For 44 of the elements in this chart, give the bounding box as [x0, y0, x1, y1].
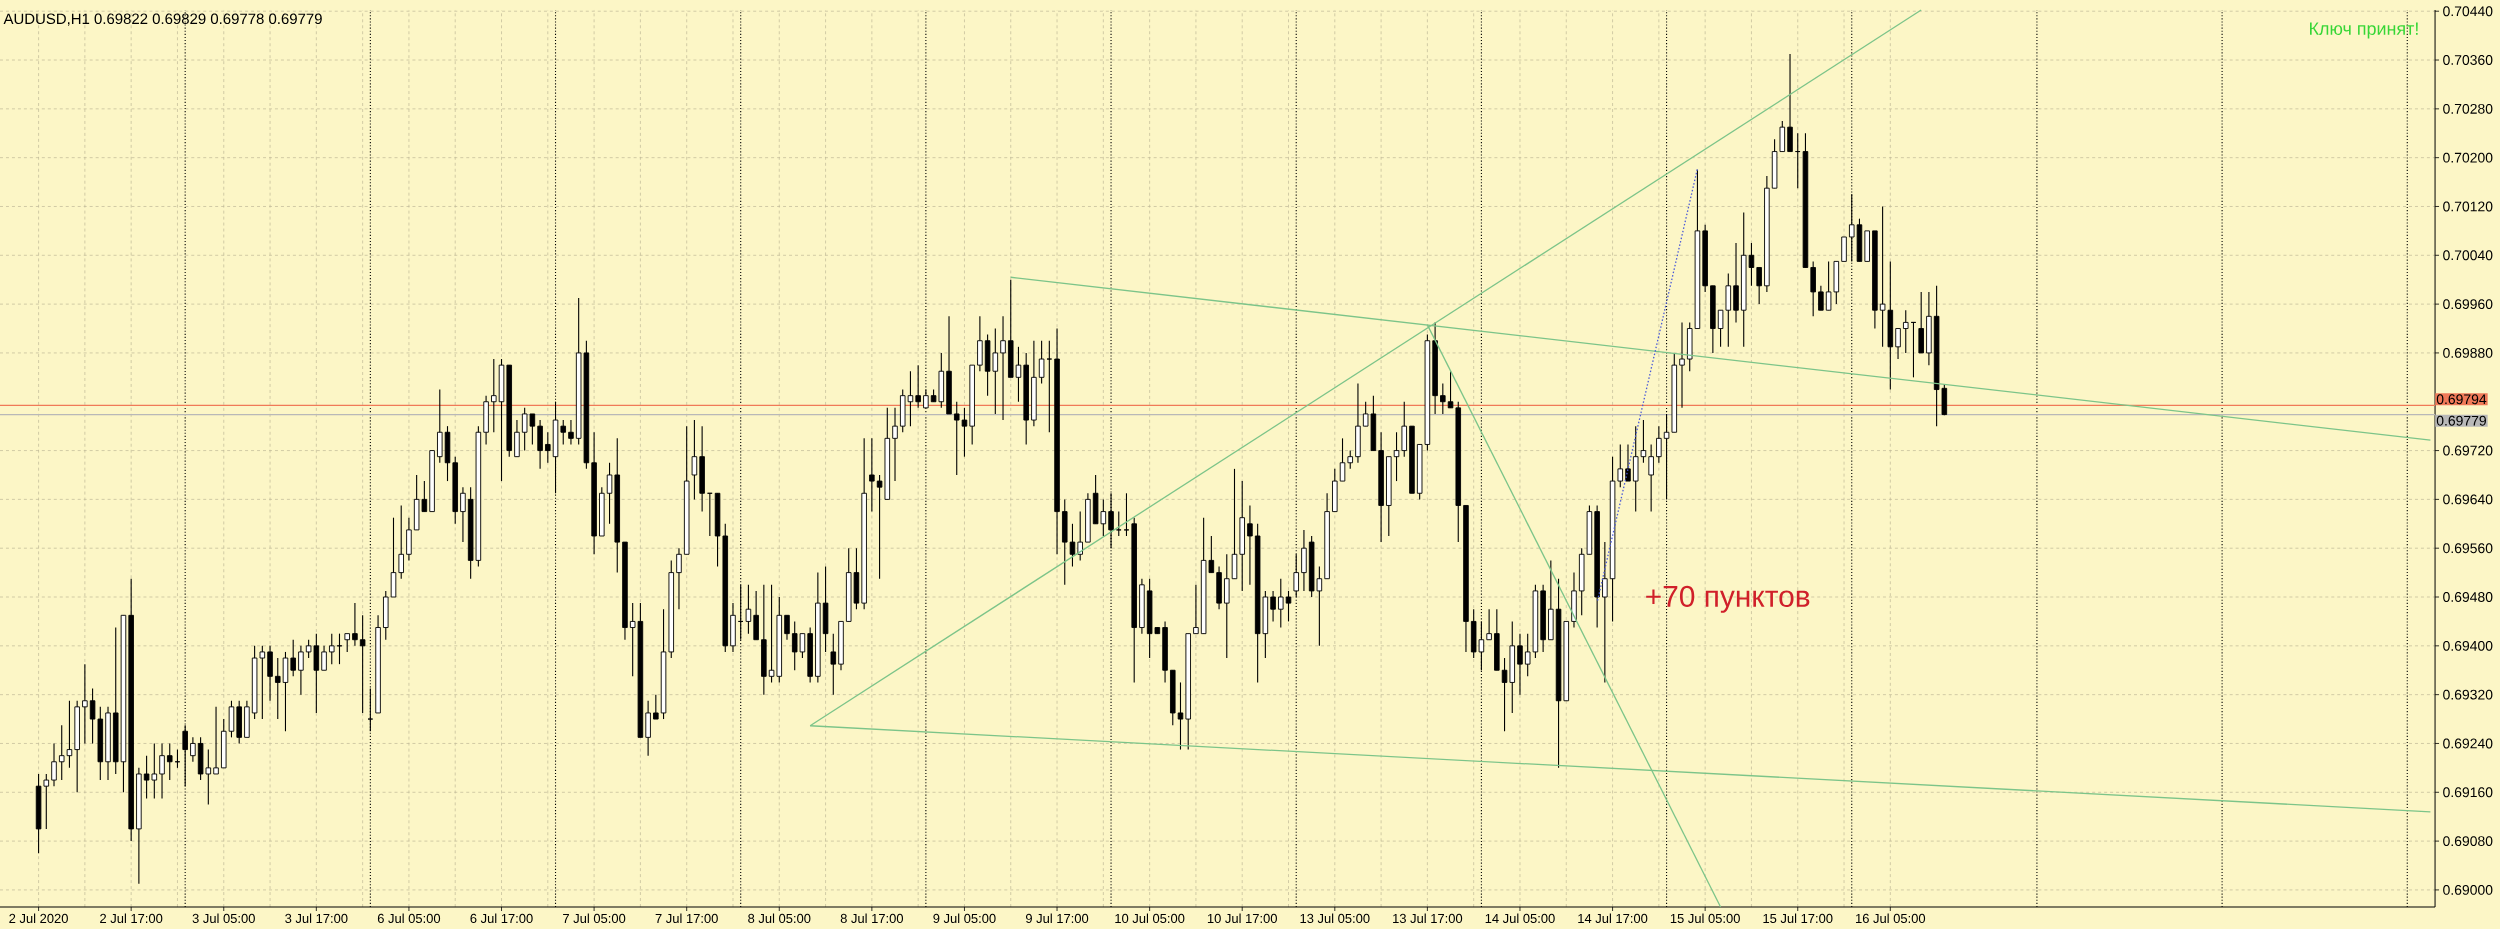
- y-tick-label: 0.69160: [2443, 787, 2493, 798]
- y-tick-label: 0.69320: [2443, 689, 2493, 700]
- y-tick-label: 0.69240: [2443, 738, 2493, 749]
- y-tick-label: 0.70120: [2443, 201, 2493, 212]
- x-tick-label: 14 Jul 05:00: [1485, 913, 1555, 924]
- x-tick-label: 2 Jul 2020: [9, 913, 68, 924]
- annotation: +70 пунктов: [1646, 585, 1810, 613]
- x-tick-label: 9 Jul 17:00: [1025, 913, 1089, 924]
- x-tick-label: 6 Jul 17:00: [470, 913, 533, 924]
- x-tick-label: 13 Jul 05:00: [1300, 913, 1370, 924]
- chart-title: AUDUSD,H1 0.69822 0.69829 0.69778 0.69779: [3, 13, 322, 26]
- ref-line-label: 0.69779: [2436, 415, 2486, 426]
- x-tick-label: 8 Jul 17:00: [840, 913, 904, 924]
- x-tick-label: 3 Jul 05:00: [192, 913, 255, 924]
- x-tick-label: 6 Jul 05:00: [377, 913, 441, 924]
- x-tick-label: 10 Jul 17:00: [1207, 913, 1277, 924]
- x-tick-label: 15 Jul 17:00: [1763, 913, 1833, 924]
- y-tick-label: 0.69960: [2443, 299, 2493, 310]
- y-tick-label: 0.69640: [2443, 494, 2493, 505]
- y-tick-label: 0.70280: [2443, 103, 2493, 114]
- x-tick-label: 2 Jul 17:00: [100, 913, 163, 924]
- x-tick-label: 13 Jul 17:00: [1393, 913, 1463, 924]
- x-tick-label: 15 Jul 05:00: [1670, 913, 1740, 924]
- x-tick-label: 8 Jul 05:00: [748, 913, 811, 924]
- x-tick-label: 10 Jul 05:00: [1115, 913, 1185, 924]
- annotation: Ключ принят!: [2310, 22, 2418, 39]
- y-tick-label: 0.69000: [2443, 884, 2493, 895]
- x-tick-label: 3 Jul 17:00: [285, 913, 348, 924]
- y-tick-label: 0.70360: [2443, 55, 2493, 65]
- x-tick-label: 7 Jul 05:00: [563, 913, 626, 924]
- x-tick-label: 16 Jul 05:00: [1856, 913, 1926, 924]
- y-tick-label: 0.70200: [2443, 152, 2493, 163]
- y-tick-label: 0.69880: [2443, 347, 2493, 358]
- x-tick-label: 9 Jul 05:00: [933, 913, 996, 924]
- y-tick-label: 0.69080: [2443, 836, 2493, 847]
- x-tick-label: 14 Jul 17:00: [1578, 913, 1648, 924]
- y-tick-label: 0.69480: [2443, 592, 2493, 602]
- y-tick-label: 0.69560: [2443, 543, 2493, 554]
- y-tick-label: 0.69720: [2443, 445, 2493, 456]
- ref-line-label: 0.69794: [2436, 394, 2487, 405]
- y-tick-label: 0.70040: [2443, 250, 2493, 261]
- x-tick-label: 7 Jul 17:00: [655, 913, 718, 924]
- y-tick-label: 0.70440: [2443, 6, 2493, 17]
- y-tick-label: 0.69400: [2443, 640, 2493, 651]
